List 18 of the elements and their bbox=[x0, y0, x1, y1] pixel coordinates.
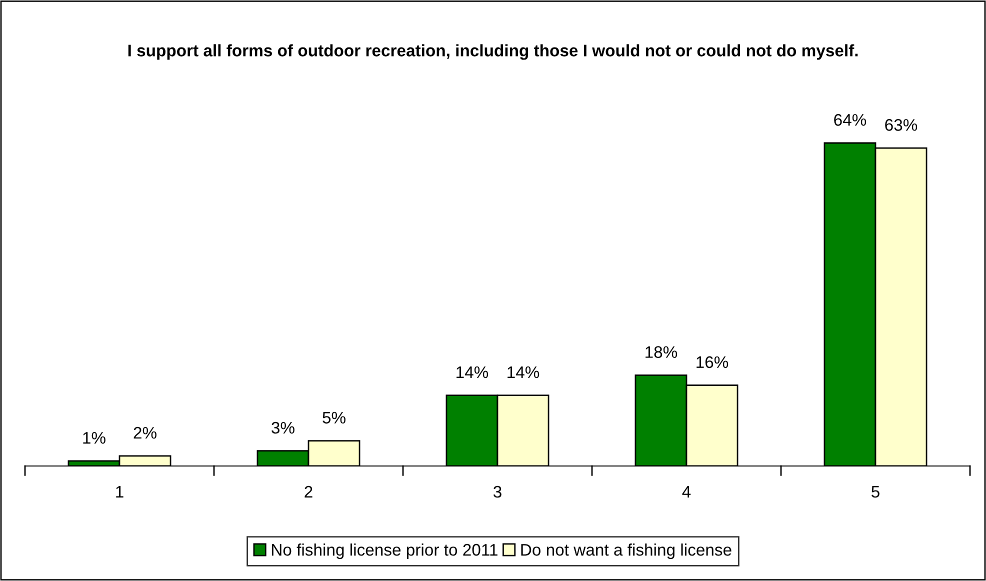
data-label: 3% bbox=[272, 422, 294, 434]
x-tick-label: 3 bbox=[494, 486, 502, 498]
data-label: 14% bbox=[508, 366, 540, 378]
x-tick-label: 1 bbox=[116, 486, 124, 498]
data-label: 5% bbox=[322, 412, 346, 424]
x-tick-label: 4 bbox=[682, 486, 691, 498]
data-label: 16% bbox=[696, 356, 728, 368]
data-label: 14% bbox=[456, 366, 488, 378]
data-label: 2% bbox=[134, 426, 156, 439]
data-label: 63% bbox=[885, 119, 918, 131]
data-label: 1% bbox=[83, 432, 106, 444]
legend-label: No fishing license prior to 2011 bbox=[272, 543, 498, 560]
x-tick-label: 5 bbox=[872, 486, 880, 498]
x-tick-label: 2 bbox=[304, 486, 312, 498]
data-label: 64% bbox=[834, 114, 866, 126]
data-label: 18% bbox=[646, 346, 678, 358]
legend-label: Do not want a fishing license bbox=[521, 543, 732, 560]
chart-title: I support all forms of outdoor recreation, including those I would not or could not do myself. bbox=[128, 44, 858, 60]
